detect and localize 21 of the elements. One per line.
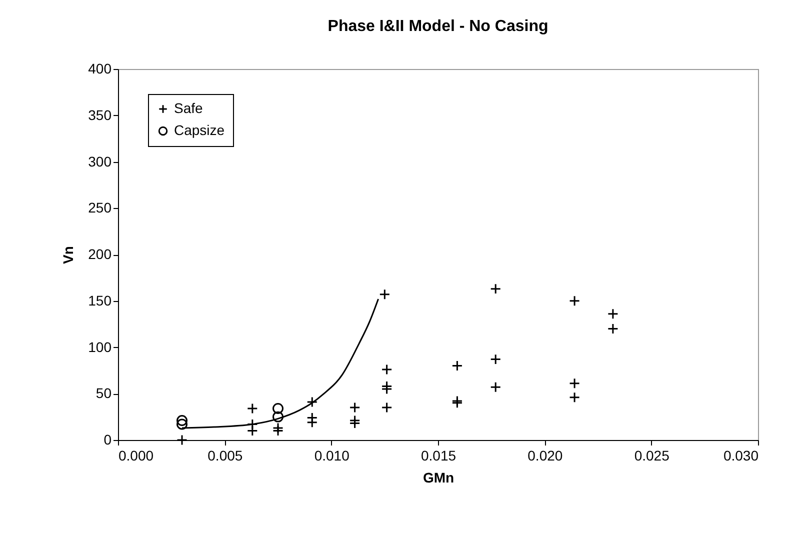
x-axis-title: GMn [422,470,454,486]
y-tick-label: 300 [88,153,112,170]
x-tick-label: 0.025 [634,448,670,464]
x-tick-label: 0.005 [208,448,243,464]
x-tick-label: 0.020 [528,448,563,464]
x-tick-label: 0.000 [118,448,154,464]
legend-label: Safe [174,100,204,116]
y-tick-label: 150 [88,292,112,308]
y-tick-label: 200 [88,246,112,262]
y-tick-label: 350 [88,106,112,123]
x-tick-label: 0.030 [723,448,759,464]
chart-title: Phase I&II Model - No Casing [328,18,548,35]
y-tick-label: 400 [88,60,112,76]
x-tick-label: 0.010 [314,448,350,464]
y-tick-label: 0 [104,432,112,448]
x-tick-label: 0.015 [420,448,456,464]
legend-label: Capsize [174,122,225,138]
y-axis-title: Vn [60,246,76,264]
y-tick-label: 250 [88,200,112,216]
y-tick-label: 100 [88,338,112,355]
y-tick-label: 50 [96,385,112,402]
